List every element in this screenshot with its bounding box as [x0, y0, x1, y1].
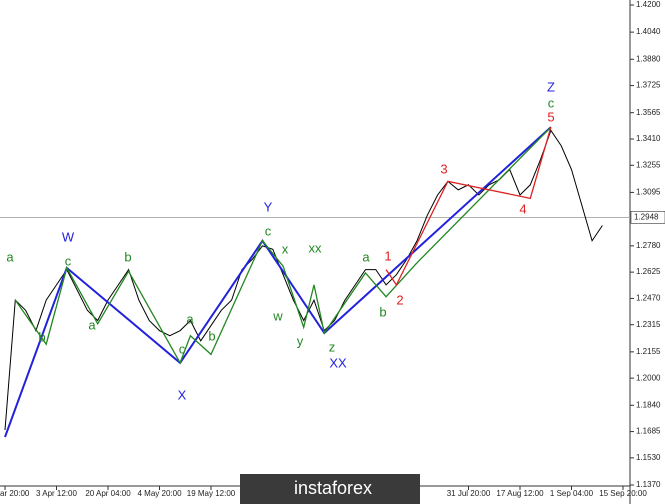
y-tick-label: 1.2470 — [636, 294, 661, 303]
wave-label: a — [88, 317, 96, 332]
wave-label: Z — [547, 79, 555, 94]
y-tick-label: 1.3725 — [636, 81, 661, 90]
wave-label: b — [379, 304, 386, 319]
wave-label: 3 — [440, 161, 447, 176]
wave-label: a — [6, 249, 14, 264]
y-tick-label: 1.4040 — [636, 27, 661, 36]
wave-label: b — [38, 329, 45, 344]
wave-label: x — [282, 241, 289, 256]
wave-line — [14, 126, 552, 365]
wave-label: c — [179, 341, 186, 356]
wave-label: 2 — [396, 292, 403, 307]
current-price-box — [630, 211, 665, 224]
wave-label: X — [178, 387, 187, 402]
y-tick-label: 1.1370 — [636, 480, 661, 489]
wave-label: 4 — [519, 201, 526, 216]
x-tick-label: 17 Aug 12:00 — [496, 489, 544, 498]
wave-label: xx — [309, 240, 323, 255]
y-tick-label: 1.4200 — [636, 0, 661, 9]
wave-label: a — [186, 311, 194, 326]
wave-label: c — [548, 95, 555, 110]
wave-label: 1 — [384, 248, 391, 263]
x-tick-label: 3 Apr 12:00 — [36, 489, 77, 498]
wave-line — [385, 126, 552, 287]
x-tick-label: 31 Jul 20:00 — [447, 489, 491, 498]
y-tick-label: 1.2780 — [636, 241, 661, 250]
y-tick-label: 1.1840 — [636, 400, 661, 409]
y-tick-label: 1.2155 — [636, 347, 661, 356]
current-price-label: 1.2948 — [634, 212, 659, 221]
y-tick-label: 1.3880 — [636, 54, 661, 63]
x-tick-label: 15 Sep 20:00 — [599, 489, 647, 498]
wave-label: c — [265, 223, 272, 238]
watermark-box — [240, 474, 420, 504]
wave-label: w — [272, 308, 283, 323]
wave-label: y — [297, 333, 304, 348]
wave-label: b — [208, 328, 215, 343]
y-tick-label: 1.2625 — [636, 267, 661, 276]
wave-label: b — [124, 249, 131, 264]
y-tick-label: 1.1685 — [636, 427, 661, 436]
y-tick-label: 1.2315 — [636, 320, 661, 329]
y-tick-label: 1.2000 — [636, 373, 661, 382]
y-tick-label: 1.3095 — [636, 188, 661, 197]
x-tick-label: 1 Sep 04:00 — [550, 489, 594, 498]
x-tick-label: 20 Apr 04:00 — [85, 489, 131, 498]
wave-label: XX — [329, 355, 347, 370]
wave-label: W — [62, 229, 75, 244]
x-tick-label: 19 May 12:00 — [187, 489, 236, 498]
wave-label: Y — [264, 199, 273, 214]
y-tick-label: 1.3255 — [636, 160, 661, 169]
y-tick-label: 1.3565 — [636, 108, 661, 117]
wave-line — [4, 126, 552, 438]
watermark: instaforex — [294, 478, 372, 498]
wave-label: 5 — [547, 109, 554, 124]
wave-label: c — [65, 253, 72, 268]
wave-label: a — [362, 249, 370, 264]
x-tick-label: 4 May 20:00 — [137, 489, 182, 498]
y-tick-label: 1.3410 — [636, 134, 661, 143]
x-tick-label: ar 20:00 — [0, 489, 30, 498]
y-tick-label: 1.1530 — [636, 453, 661, 462]
wave-label: z — [329, 339, 336, 354]
